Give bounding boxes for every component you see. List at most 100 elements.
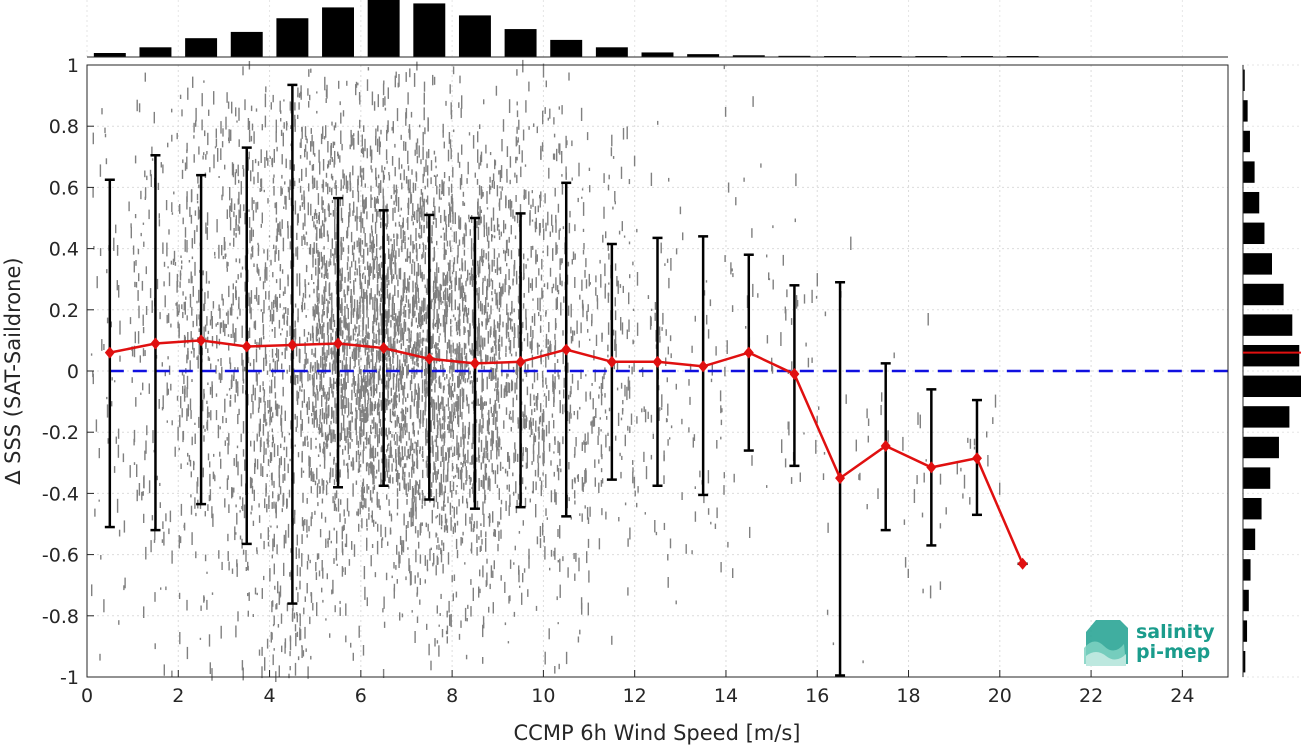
scatter-point — [128, 201, 130, 212]
scatter-point — [408, 329, 410, 343]
scatter-point — [138, 273, 140, 282]
scatter-point — [381, 378, 383, 384]
scatter-point — [478, 266, 480, 278]
scatter-point — [130, 223, 132, 228]
scatter-point — [162, 395, 164, 409]
scatter-point — [506, 168, 508, 177]
scatter-point — [448, 176, 450, 182]
scatter-point — [248, 129, 251, 143]
scatter-point — [286, 369, 288, 374]
scatter-point — [335, 490, 338, 499]
scatter-point — [241, 266, 244, 270]
scatter-point — [310, 362, 312, 369]
scatter-point — [219, 451, 221, 457]
scatter-point — [146, 175, 148, 181]
scatter-point — [458, 277, 460, 291]
scatter-point — [197, 477, 199, 487]
scatter-point — [239, 204, 242, 219]
scatter-point — [373, 260, 376, 270]
scatter-point — [366, 389, 368, 392]
scatter-point — [276, 347, 278, 358]
scatter-point — [330, 332, 332, 344]
scatter-point — [437, 352, 439, 362]
scatter-point — [459, 177, 462, 190]
scatter-point — [387, 398, 389, 402]
scatter-point — [432, 257, 434, 262]
scatter-point — [343, 414, 345, 429]
scatter-point — [400, 207, 402, 211]
scatter-point — [227, 533, 229, 542]
scatter-point — [409, 337, 412, 348]
scatter-point — [420, 189, 423, 195]
scatter-point — [466, 498, 468, 504]
scatter-point — [422, 469, 424, 479]
scatter-point — [452, 481, 455, 491]
scatter-point — [204, 554, 207, 562]
scatter-point — [505, 345, 507, 353]
scatter-point — [160, 587, 162, 590]
scatter-point — [511, 318, 513, 322]
scatter-point — [541, 370, 544, 378]
scatter-point — [363, 409, 365, 421]
scatter-point — [507, 248, 510, 257]
scatter-point — [468, 214, 470, 220]
scatter-point — [357, 190, 360, 203]
scatter-point — [281, 269, 284, 274]
scatter-point — [373, 308, 376, 317]
scatter-point — [392, 411, 394, 415]
scatter-point — [363, 249, 365, 263]
scatter-point — [493, 357, 496, 363]
scatter-point — [469, 229, 471, 236]
scatter-point — [454, 277, 456, 292]
scatter-point — [433, 308, 435, 320]
scatter-point — [296, 631, 299, 637]
scatter-point — [302, 441, 304, 447]
scatter-point — [299, 185, 302, 193]
scatter-point — [400, 343, 402, 350]
scatter-point — [493, 327, 495, 338]
scatter-point — [412, 294, 415, 301]
scatter-point — [323, 442, 325, 454]
top-histogram-bar — [276, 18, 309, 58]
scatter-point — [226, 478, 229, 490]
scatter-point — [531, 190, 533, 194]
scatter-point — [334, 150, 336, 165]
scatter-point — [379, 255, 382, 258]
scatter-point — [388, 336, 390, 348]
scatter-point — [353, 347, 355, 361]
scatter-point — [409, 68, 411, 78]
scatter-point — [339, 101, 341, 106]
scatter-point — [486, 286, 488, 300]
scatter-point — [478, 423, 480, 436]
scatter-point — [189, 459, 192, 467]
scatter-point — [539, 325, 542, 333]
scatter-point — [393, 274, 395, 280]
scatter-point — [442, 370, 444, 375]
scatter-point — [452, 211, 454, 224]
scatter-point — [491, 430, 493, 442]
scatter-point — [511, 379, 513, 392]
scatter-point — [366, 211, 368, 220]
scatter-point — [262, 281, 265, 290]
scatter-point — [490, 278, 492, 282]
scatter-point — [458, 303, 461, 317]
scatter-point — [452, 167, 454, 178]
scatter-point — [289, 101, 291, 111]
scatter-point — [203, 152, 205, 156]
scatter-point — [301, 127, 303, 139]
scatter-point — [519, 204, 522, 216]
scatter-point — [311, 348, 313, 355]
scatter-point — [278, 458, 281, 469]
scatter-point — [417, 263, 419, 277]
scatter-point — [535, 217, 537, 228]
scatter-point — [340, 499, 342, 505]
scatter-point — [476, 377, 478, 382]
scatter-point — [496, 381, 499, 395]
scatter-point — [400, 425, 402, 438]
scatter-point — [376, 256, 378, 261]
scatter-point — [287, 225, 289, 239]
scatter-point — [271, 442, 274, 448]
scatter-point — [499, 314, 501, 323]
scatter-point — [441, 360, 443, 365]
scatter-point — [443, 172, 446, 178]
